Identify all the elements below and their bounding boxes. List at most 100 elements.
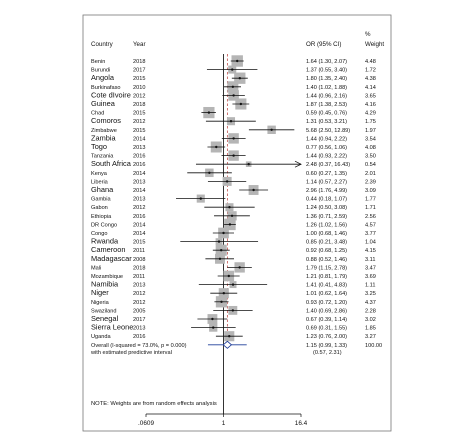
study-country-label: Cote dIvoire	[91, 90, 131, 99]
study-or-ci-label: 0.69 (0.31, 1.55)	[306, 326, 347, 332]
study-country-label: Zambia	[91, 133, 117, 142]
study-row: Guinea 2018 1.87 (1.38, 2.53) 4.16	[91, 98, 376, 110]
study-country-label: Burundi	[91, 68, 110, 74]
study-country-label: Congo	[91, 231, 107, 237]
x-tick-label: 1	[222, 420, 226, 427]
study-or-ci-label: 1.87 (1.38, 2.53)	[306, 102, 347, 108]
study-year-label: 2018	[133, 265, 145, 271]
study-rows: Benin 2018 1.64 (1.30, 2.07) 4.48 Burundi 201…	[91, 55, 376, 342]
study-year-label: 2014	[133, 171, 145, 177]
study-year-label: 2017	[133, 317, 145, 323]
study-weight-label: 2.56	[365, 214, 376, 220]
study-or-ci-label: 1.36 (0.71, 2.59)	[306, 214, 347, 220]
study-point-estimate	[230, 214, 234, 217]
study-weight-label: 4.38	[365, 76, 376, 82]
study-row: Liberia 2013 1.14 (0.57, 2.27) 2.39	[91, 176, 376, 186]
study-year-label: 2015	[133, 76, 145, 82]
study-or-ci-label: 1.64 (1.30, 2.07)	[306, 59, 347, 65]
study-point-estimate	[218, 257, 222, 260]
study-year-label: 2016	[133, 162, 145, 168]
study-point-estimate	[220, 300, 223, 303]
study-point-estimate	[232, 137, 235, 140]
study-or-ci-label: 0.67 (0.39, 1.14)	[306, 317, 347, 323]
x-tick-label: .0609	[138, 420, 154, 427]
header-country: Country	[91, 41, 114, 48]
study-point-estimate	[239, 102, 243, 106]
study-country-label: Gabon	[91, 205, 108, 211]
header-weight-pct: %	[365, 31, 371, 38]
study-year-label: 2010	[133, 85, 145, 91]
study-weight-label: 4.15	[365, 248, 376, 254]
predictive-label: with estimated predictive interval	[90, 350, 172, 356]
study-point-estimate	[232, 154, 235, 157]
study-weight-label: 1.75	[365, 119, 376, 125]
overall-or-ci-label: 1.15 (0.99, 1.33)	[306, 343, 347, 349]
study-or-ci-label: 0.77 (0.56, 1.06)	[306, 145, 347, 151]
study-or-ci-label: 1.00 (0.68, 1.46)	[306, 231, 347, 237]
study-country-label: Rwanda	[91, 237, 119, 246]
header-year: Year	[133, 41, 146, 48]
study-country-label: Ethiopia	[91, 214, 112, 220]
study-row: Sierra Leone 2013 0.69 (0.31, 1.55) 1.85	[91, 323, 376, 332]
study-country-label: Namibia	[91, 280, 119, 289]
study-country-label: Niger	[91, 288, 109, 297]
study-country-label: Cameroon	[91, 245, 126, 254]
study-or-ci-label: 0.88 (0.52, 1.46)	[306, 257, 347, 263]
study-row: Swaziland 2005 1.40 (0.69, 2.86) 2.28	[91, 305, 376, 315]
study-or-ci-label: 0.44 (0.18, 1.07)	[306, 197, 347, 203]
study-or-ci-label: 1.40 (0.69, 2.86)	[306, 308, 347, 314]
summary-rows: Overall (I-squared = 73.0%, p = 0.000) 1.…	[90, 340, 382, 356]
study-country-label: Angola	[91, 73, 115, 82]
study-row: Burundi 2017 1.37 (0.55, 3.40) 1.72	[91, 65, 376, 74]
study-country-label: Benin	[91, 59, 105, 65]
study-weight-label: 3.09	[365, 188, 376, 194]
study-row: Nigeria 2012 0.93 (0.72, 1.20) 4.37	[91, 296, 376, 308]
study-row: Kenya 2014 0.60 (0.27, 1.35) 2.01	[91, 168, 376, 178]
study-point-estimate	[231, 309, 235, 312]
study-point-estimate	[232, 94, 235, 97]
study-year-label: 2016	[133, 154, 145, 160]
header-weight: Weight	[365, 41, 384, 48]
study-weight-label: 3.54	[365, 136, 376, 142]
study-year-label: 2014	[133, 188, 145, 194]
study-year-label: 2011	[133, 248, 145, 254]
study-or-ci-label: 1.21 (0.81, 1.79)	[306, 274, 347, 280]
study-year-label: 2012	[133, 93, 145, 99]
study-country-label: Togo	[91, 142, 107, 151]
study-country-label: Swaziland	[91, 308, 117, 314]
study-country-label: Mali	[91, 265, 101, 271]
study-country-label: Burkinafaso	[91, 85, 121, 91]
study-row: Angola 2015 1.80 (1.35, 2.40) 4.38	[91, 72, 376, 84]
study-point-estimate	[228, 335, 231, 338]
study-row: Ghana 2014 2.96 (1.76, 4.99) 3.09	[91, 185, 376, 195]
study-row: Zambia 2014 1.44 (0.94, 2.22) 3.54	[91, 133, 376, 144]
study-weight-label: 3.02	[365, 317, 376, 323]
study-or-ci-label: 1.40 (1.02, 1.88)	[306, 85, 347, 91]
study-weight-label: 4.16	[365, 102, 376, 108]
study-weight-label: 2.01	[365, 171, 376, 177]
study-year-label: 2011	[133, 274, 145, 280]
study-row: South Africa 2016 2.48 (0.37, 16.43) 0.54	[91, 159, 376, 168]
study-year-label: 2015	[133, 111, 145, 117]
study-row: Cote dIvoire 2012 1.44 (0.96, 2.16) 3.65	[91, 90, 376, 101]
study-or-ci-label: 1.26 (1.02, 1.56)	[306, 222, 347, 228]
study-row: Ethiopia 2016 1.36 (0.71, 2.59) 2.56	[91, 211, 376, 221]
study-row: DR Congo 2014 1.26 (1.02, 1.56) 4.57	[91, 218, 376, 231]
study-row: Tanzania 2016 1.44 (0.93, 2.22) 3.50	[91, 150, 376, 161]
study-year-label: 2016	[133, 214, 145, 220]
study-year-label: 2013	[133, 179, 145, 185]
overall-label: Overall (I-squared = 73.0%, p = 0.000)	[91, 343, 187, 349]
ci-truncation-arrow	[294, 160, 302, 168]
overall-diamond	[222, 340, 233, 349]
study-country-label: DR Congo	[91, 222, 117, 228]
study-weight-label: 3.27	[365, 334, 376, 340]
study-point-estimate	[231, 68, 234, 71]
study-weight-label: 3.25	[365, 291, 376, 297]
study-weight-label: 3.69	[365, 274, 376, 280]
study-country-label: Zimbabwe	[91, 128, 117, 134]
study-weight-label: 4.57	[365, 222, 376, 228]
study-year-label: 2005	[133, 308, 145, 314]
study-point-estimate	[238, 77, 241, 80]
study-point-estimate	[222, 231, 225, 235]
overall-weight-label: 100.00	[365, 343, 382, 349]
